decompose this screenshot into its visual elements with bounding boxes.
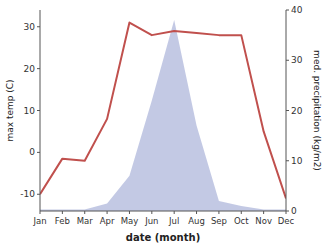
x-tick-label: Jan [32,216,46,226]
chart: -10 0 10 20 30 0 10 20 30 40 Jan Feb Mar Apr May Jun Jul… [0,0,326,247]
x-tick [62,211,63,214]
y-tick [37,68,40,69]
x-tick-label: Nov [255,216,272,226]
y2-tick [286,110,289,111]
x-tick [196,211,197,214]
y2-tick [286,10,289,11]
x-tick [84,211,85,214]
x-tick [218,211,219,214]
y-tick-label: 20 [24,64,36,74]
y2-tick-label: 30 [291,55,303,65]
y-tick-label: 0 [29,147,35,157]
precipitation-area [40,20,286,211]
x-tick-label: Sep [211,216,227,226]
y-tick-label: -10 [20,189,35,199]
temperature-line [40,23,286,199]
y-tick [37,110,40,111]
x-tick [129,211,130,214]
x-axis [40,211,286,212]
y2-tick-label: 10 [291,156,303,166]
x-tick-label: Aug [188,216,205,226]
x-tick [286,211,287,214]
x-tick [107,211,108,214]
y2-tick-label: 40 [291,5,303,15]
x-tick-label: Apr [100,216,115,226]
x-tick [174,211,175,214]
x-tick-label: Dec [278,216,295,226]
x-tick [151,211,152,214]
x-axis-label: date (month) [126,232,200,243]
y2-tick [286,60,289,61]
x-tick-label: May [121,216,139,226]
y2-tick-label: 20 [291,106,303,116]
x-tick-label: Feb [55,216,70,226]
x-tick [241,211,242,214]
y2-tick-label: 0 [291,206,297,216]
x-tick-label: Mar [77,216,94,226]
y2-tick [286,160,289,161]
y-tick-label: 10 [24,106,36,116]
y-tick [37,152,40,153]
plot-area [40,20,286,211]
x-tick [263,211,264,214]
x-tick-label: Oct [234,216,249,226]
y-tick [37,194,40,195]
x-tick [40,211,41,214]
x-tick-label: Jul [168,216,179,226]
y-axis-label: max temp (C) [5,79,15,141]
x-tick-label: Jun [144,216,158,226]
y-tick-label: 30 [24,22,36,32]
y-tick [37,26,40,27]
y2-axis-label: med. precipitation (kg/m2) [312,50,322,171]
